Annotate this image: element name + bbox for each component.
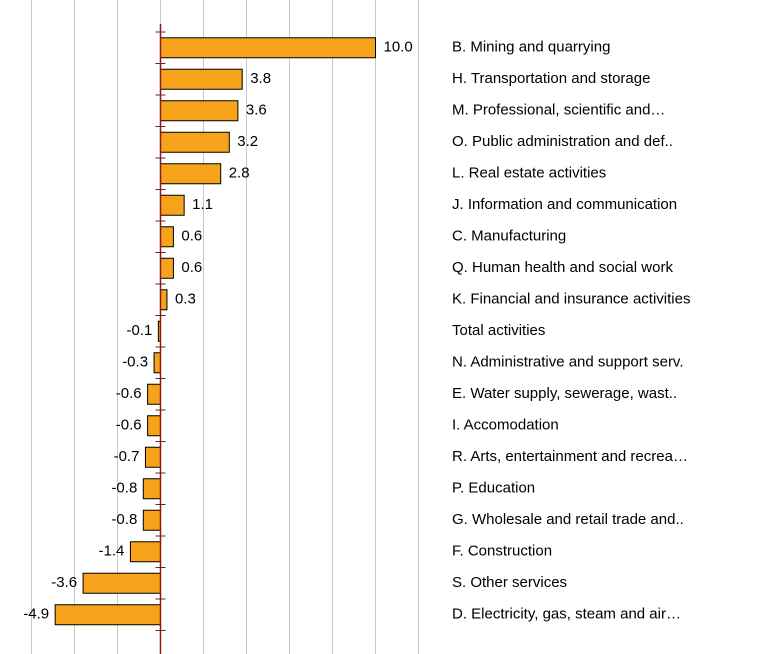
value-label: 1.1 — [192, 196, 213, 213]
value-label: -4.9 — [23, 606, 49, 623]
category-label: H. Transportation and storage — [452, 70, 650, 87]
category-label: G. Wholesale and retail trade and.. — [452, 511, 684, 528]
category-label: K. Financial and insurance activities — [452, 291, 690, 308]
category-label: O. Public administration and def.. — [452, 133, 673, 150]
bar — [160, 37, 376, 59]
category-label: J. Information and communication — [452, 196, 677, 213]
bar — [160, 68, 243, 90]
category-label: M. Professional, scientific and… — [452, 102, 665, 119]
bar — [147, 383, 162, 405]
value-label: -0.6 — [116, 417, 142, 434]
category-label: L. Real estate activities — [452, 165, 606, 182]
bar — [153, 352, 162, 374]
category-label: B. Mining and quarrying — [452, 39, 610, 56]
value-label: 2.8 — [229, 165, 250, 182]
value-label: 3.2 — [237, 133, 258, 150]
value-label: -3.6 — [51, 574, 77, 591]
bar — [160, 257, 174, 279]
value-label: 0.6 — [181, 228, 202, 245]
category-label: I. Accomodation — [452, 417, 559, 434]
value-label: 0.6 — [181, 259, 202, 276]
bar — [129, 541, 161, 563]
category-label: Q. Human health and social work — [452, 259, 673, 276]
value-label: -0.8 — [111, 480, 137, 497]
bar — [160, 289, 168, 311]
value-label: 3.8 — [250, 70, 271, 87]
bar — [147, 415, 162, 437]
value-label: -0.1 — [126, 322, 152, 339]
value-label: -0.6 — [116, 385, 142, 402]
category-label: P. Education — [452, 480, 535, 497]
value-label: -0.8 — [111, 511, 137, 528]
category-label: Total activities — [452, 322, 545, 339]
bar — [54, 604, 161, 626]
category-label: N. Administrative and support serv. — [452, 354, 684, 371]
bar — [160, 163, 222, 185]
value-label: 0.3 — [175, 291, 196, 308]
category-label: F. Construction — [452, 543, 552, 560]
value-label: -0.7 — [114, 448, 140, 465]
bar — [160, 131, 230, 153]
bar — [82, 572, 161, 594]
bar — [160, 100, 239, 122]
category-label: S. Other services — [452, 574, 567, 591]
value-label: 10.0 — [384, 39, 413, 56]
bar — [142, 509, 162, 531]
value-label: -0.3 — [122, 354, 148, 371]
value-label: -1.4 — [99, 543, 125, 560]
category-label: C. Manufacturing — [452, 228, 566, 245]
value-label: 3.6 — [246, 102, 267, 119]
category-label: D. Electricity, gas, steam and air… — [452, 606, 681, 623]
category-label: E. Water supply, sewerage, wast.. — [452, 385, 677, 402]
bar — [160, 226, 174, 248]
bar — [142, 478, 162, 500]
bar — [160, 194, 185, 216]
category-label: R. Arts, entertainment and recrea… — [452, 448, 688, 465]
bar — [144, 446, 161, 468]
